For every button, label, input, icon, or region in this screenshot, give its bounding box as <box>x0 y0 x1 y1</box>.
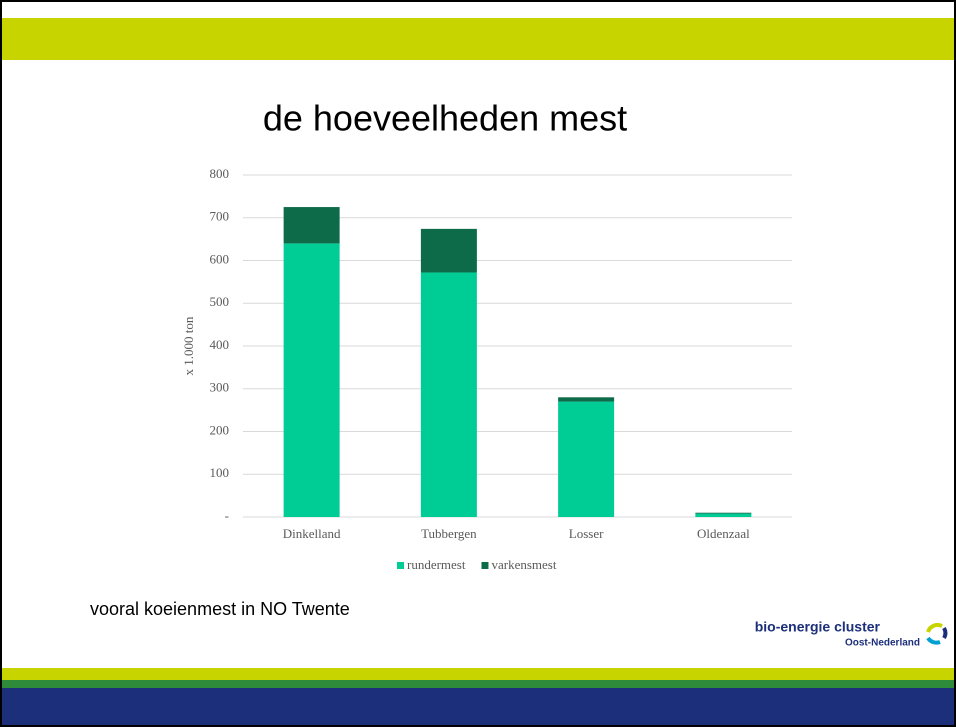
x-tick-label: Oldenzaal <box>697 526 750 541</box>
caption: vooral koeienmest in NO Twente <box>90 599 350 619</box>
y-tick-label: 300 <box>210 380 230 395</box>
legend-label: rundermest <box>407 557 466 572</box>
bar-segment <box>558 401 615 517</box>
bottom-stripe <box>0 668 956 680</box>
y-tick-label: - <box>225 508 229 523</box>
bottom-stripe-green <box>0 680 956 688</box>
bar-segment <box>558 397 615 402</box>
y-tick-label: 400 <box>210 337 230 352</box>
x-tick-label: Tubbergen <box>421 526 477 541</box>
logo-region: Oost-Nederland <box>845 638 920 649</box>
top-band <box>0 18 956 60</box>
logo-icon <box>926 622 948 645</box>
legend-swatch <box>397 562 404 569</box>
y-tick-label: 500 <box>210 294 230 309</box>
x-tick-label: Losser <box>569 526 604 541</box>
bar-segment <box>695 512 752 514</box>
bar-segment <box>695 513 752 517</box>
logo-name: bio-energie cluster <box>755 619 881 635</box>
y-tick-label: 800 <box>210 166 230 181</box>
bar-segment <box>283 207 340 244</box>
y-axis-label: x 1.000 ton <box>181 316 196 375</box>
y-tick-label: 200 <box>210 422 230 437</box>
legend-label: varkensmest <box>491 557 556 572</box>
y-tick-label: 700 <box>210 209 230 224</box>
chart-title: de hoeveelheden mest <box>263 98 627 139</box>
bar-segment <box>283 243 340 517</box>
x-tick-label: Dinkelland <box>283 526 341 541</box>
bottom-band <box>0 688 956 727</box>
y-tick-label: 100 <box>210 465 230 480</box>
bar-segment <box>420 272 477 517</box>
legend-swatch <box>481 562 489 569</box>
y-tick-label: 600 <box>210 251 230 266</box>
bar-segment <box>420 228 477 273</box>
